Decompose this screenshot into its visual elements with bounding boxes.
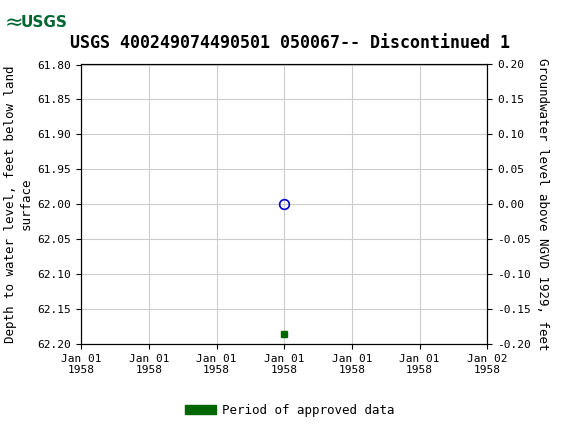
Y-axis label: Groundwater level above NGVD 1929, feet: Groundwater level above NGVD 1929, feet (536, 58, 549, 350)
Text: ≈: ≈ (5, 12, 23, 33)
FancyBboxPatch shape (3, 3, 55, 42)
Text: USGS 400249074490501 050067-- Discontinued 1: USGS 400249074490501 050067-- Discontinu… (70, 34, 510, 52)
Y-axis label: Depth to water level, feet below land
surface: Depth to water level, feet below land su… (4, 65, 32, 343)
Legend: Period of approved data: Period of approved data (180, 399, 400, 421)
Text: USGS: USGS (20, 15, 67, 30)
